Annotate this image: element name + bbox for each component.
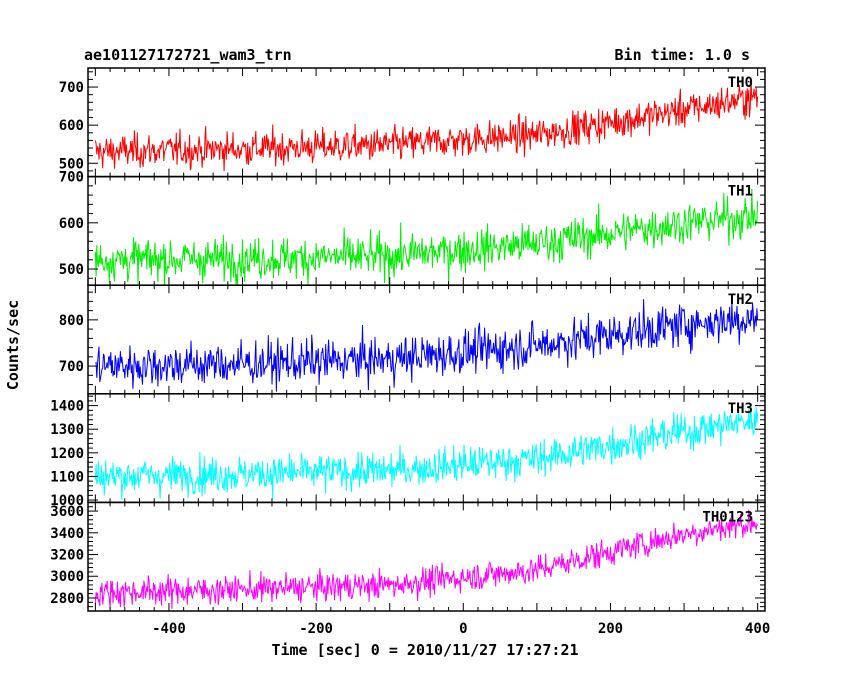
x-tick-label: -400 xyxy=(152,621,186,637)
y-tick-label: 800 xyxy=(59,313,84,329)
y-tick-label: 2800 xyxy=(50,591,84,607)
bin-time-label: Bin time: 1.0 s xyxy=(615,46,750,64)
panel-frame xyxy=(87,284,766,395)
y-tick-label: 1100 xyxy=(50,469,84,485)
x-axis: -400 -200 0 200 400 xyxy=(152,621,770,637)
y-tick-label: 3000 xyxy=(50,569,84,585)
y-tick-label: 1400 xyxy=(50,399,84,415)
y-tick-label: 700 xyxy=(59,80,84,96)
panel-label-th2: TH2 xyxy=(728,292,753,308)
y-tick-label: 700 xyxy=(59,359,84,375)
panel-th0123: 2800 3000 3200 3400 3600 TH0123 xyxy=(50,501,766,612)
y-tick-label: 3600 xyxy=(50,504,84,520)
y-tick-label: 500 xyxy=(59,262,84,278)
panels: 500 600 700 TH0 500 600 700 TH1 700 800 TH2 1000 110… xyxy=(50,67,766,612)
series-line-th0 xyxy=(94,77,759,172)
panel-th0: 500 600 700 TH0 xyxy=(59,67,766,178)
panel-frame xyxy=(87,393,766,504)
x-tick-label: 400 xyxy=(745,621,770,637)
series-line-th1 xyxy=(94,188,759,286)
series-line-th3 xyxy=(94,403,759,500)
panel-frame xyxy=(87,501,766,612)
panel-frame xyxy=(87,175,766,286)
chart-title: ae101127172721_wam3_trn xyxy=(84,46,292,64)
panel-label-th3: TH3 xyxy=(728,401,753,417)
panel-label-th1: TH1 xyxy=(728,184,753,200)
y-tick-label: 600 xyxy=(59,216,84,232)
y-axis-label: Counts/sec xyxy=(4,300,22,390)
x-tick-label: 0 xyxy=(459,621,467,637)
panel-label-th0: TH0 xyxy=(728,75,753,91)
panel-frame xyxy=(87,67,766,178)
panel-th3: 1000 1100 1200 1300 1400 TH3 xyxy=(50,393,766,509)
series-line-th2 xyxy=(95,299,759,392)
panel-th2: 700 800 TH2 xyxy=(59,284,766,395)
series-line-th0123 xyxy=(94,509,759,611)
y-tick-label: 1000 xyxy=(50,493,84,509)
panel-th1: 500 600 700 TH1 xyxy=(59,170,766,286)
panel-label-th0123: TH0123 xyxy=(702,509,753,525)
y-tick-label: 500 xyxy=(59,156,84,172)
y-tick-label: 3400 xyxy=(50,526,84,542)
y-tick-label: 1200 xyxy=(50,446,84,462)
y-tick-label: 3200 xyxy=(50,548,84,564)
x-tick-label: 200 xyxy=(598,621,623,637)
x-axis-label: Time [sec] 0 = 2010/11/27 17:27:21 xyxy=(271,641,578,659)
y-tick-label: 1300 xyxy=(50,422,84,438)
y-tick-label: 600 xyxy=(59,118,84,134)
y-tick-label: 700 xyxy=(59,170,84,186)
x-tick-label: -200 xyxy=(299,621,333,637)
